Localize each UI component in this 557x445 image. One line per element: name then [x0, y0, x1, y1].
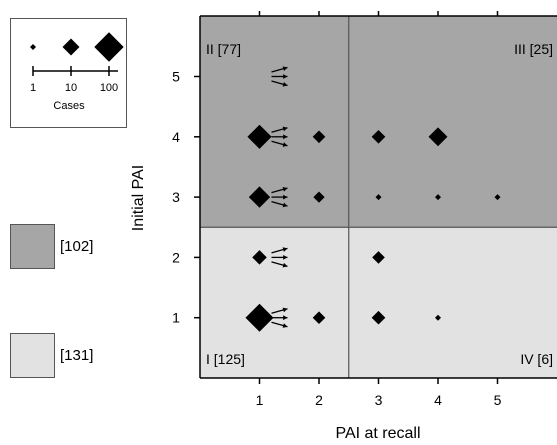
x-axis-title: PAI at recall — [335, 425, 420, 442]
quadrant-bottom-right — [348, 227, 557, 378]
y-tick-label-2: 2 — [172, 249, 180, 265]
y-tick-label-3: 3 — [172, 189, 180, 205]
point-x4-y3 — [435, 194, 441, 201]
point-x2-y1 — [312, 311, 326, 325]
arrow-cluster-x1-y2 — [271, 247, 288, 268]
size-legend-graphic: 1 10 100 Cases — [30, 32, 124, 112]
point-x1-y4 — [247, 124, 272, 149]
size-legend-marker-100 — [94, 32, 124, 62]
y-axis-title: Initial PAI — [130, 165, 147, 231]
quadrant-top-right — [348, 16, 557, 228]
arrow-head — [282, 126, 288, 132]
size-legend-marker-1 — [30, 44, 36, 50]
y-tick-label-5: 5 — [172, 69, 180, 85]
x-tick-label-4: 4 — [434, 392, 442, 408]
arrow-head — [282, 142, 288, 147]
y-tick-label-1: 1 — [172, 310, 180, 326]
arrow-head — [282, 323, 288, 328]
point-x3-y1 — [371, 310, 386, 325]
light-shade-label: [131] — [60, 347, 94, 364]
size-legend-title: Cases — [53, 100, 85, 112]
arrow-head — [282, 307, 288, 313]
arrow-head — [283, 194, 288, 200]
arrow-cluster-x1-y3 — [271, 186, 288, 208]
point-x2-y3 — [313, 191, 325, 203]
point-x3-y3 — [375, 194, 382, 201]
size-legend: 1 10 100 Cases — [10, 18, 127, 128]
arrow-head — [283, 134, 288, 140]
arrow-head — [282, 82, 288, 87]
point-x4-y4 — [428, 127, 448, 147]
quadrant-label-bottom-left: I [125] — [206, 351, 245, 367]
quadrant-label-bottom-right: IV [6] — [520, 351, 553, 367]
arrow-head — [283, 315, 288, 321]
y-tick-label-4: 4 — [172, 129, 180, 145]
point-x2-y4 — [312, 130, 326, 144]
arrow-head — [283, 255, 288, 260]
arrow-head — [282, 262, 288, 268]
point-x1-y3 — [248, 186, 271, 208]
quadrant-label-top-right: III [25] — [514, 41, 553, 57]
point-x3-y4 — [371, 129, 386, 144]
arrow-head — [283, 74, 288, 79]
arrow-cluster-x1-y4 — [271, 126, 288, 147]
arrow-head — [282, 186, 288, 192]
light-shade-swatch — [10, 333, 55, 378]
arrow-head — [282, 202, 288, 208]
size-legend-tick-1: 1 — [30, 82, 36, 94]
x-tick-label-2: 2 — [315, 392, 323, 408]
x-tick-label-1: 1 — [256, 392, 264, 408]
point-x3-y2 — [372, 251, 385, 264]
point-x5-y3 — [494, 194, 501, 201]
dark-shade-swatch — [10, 224, 55, 269]
size-legend-marker-10 — [62, 38, 80, 56]
point-x1-y1 — [245, 303, 274, 332]
dark-shade-label: [102] — [60, 238, 94, 255]
size-legend-tick-100: 100 — [100, 82, 118, 94]
size-legend-tick-10: 10 — [65, 82, 77, 94]
x-tick-label-3: 3 — [375, 392, 383, 408]
point-x1-y2 — [252, 250, 267, 265]
arrow-head — [282, 247, 288, 252]
x-tick-label-5: 5 — [494, 392, 502, 408]
arrow-cluster-x1-y1 — [271, 307, 288, 328]
arrow-cluster-x1-y5 — [271, 66, 288, 87]
quadrant-label-top-left: II [77] — [206, 41, 241, 57]
point-x4-y1 — [435, 314, 441, 321]
arrow-head — [282, 66, 288, 71]
